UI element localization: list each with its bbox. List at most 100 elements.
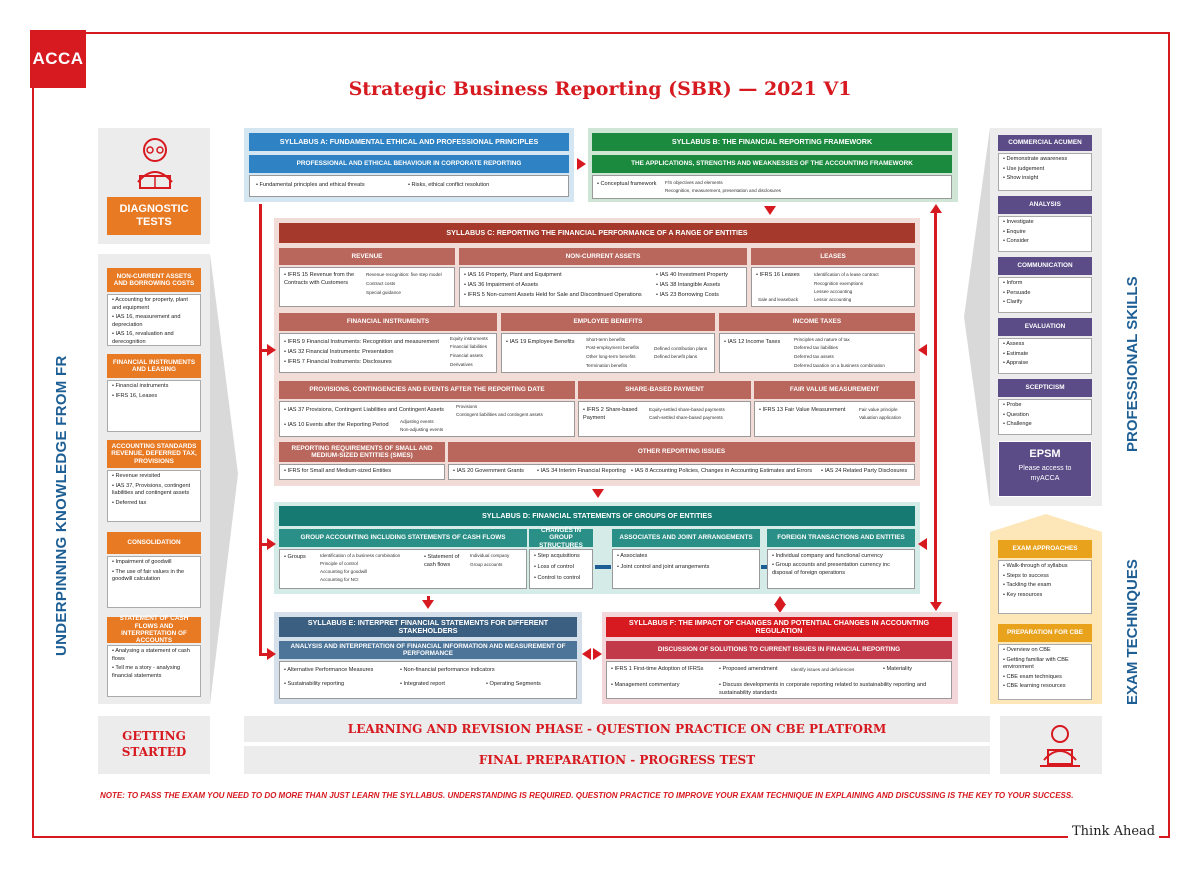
syllabus-e-sub: ANALYSIS AND INTERPRETATION OF FINANCIAL… <box>279 641 577 659</box>
topic-item: IFRS 9 Financial Instruments: Recognitio… <box>284 339 439 347</box>
sub-item: Sale and leaseback <box>758 297 799 302</box>
arrow-down-icon <box>592 489 604 498</box>
left-item: Deferred tax <box>112 500 196 508</box>
eb-title: EMPLOYEE BENEFITS <box>501 313 715 331</box>
topic-item: IFRS for Small and Medium-sized Entities <box>284 468 392 476</box>
syllabus-f-box: IFRS 1 First-time Adoption of IFRSs Prop… <box>606 661 952 699</box>
skill-item: Persuade <box>1003 290 1087 298</box>
topic-item: Materiality <box>883 666 913 674</box>
exam-title-1: PREPARATION FOR CBE <box>998 624 1092 642</box>
topic-item: IAS 20 Government Grants <box>453 468 524 476</box>
acca-logo: ACCA <box>30 30 86 88</box>
sbp-title: SHARE-BASED PAYMENT <box>578 381 751 399</box>
tax-box: IAS 12 Income Taxes Principles and natur… <box>719 333 915 373</box>
prov-title: PROVISIONS, CONTINGENCIES AND EVENTS AFT… <box>279 381 575 399</box>
syllabus-c-title: SYLLABUS C: REPORTING THE FINANCIAL PERF… <box>279 223 915 243</box>
skill-item: Consider <box>1003 238 1087 246</box>
exam-taper <box>990 514 1102 532</box>
sidebar-taper <box>210 254 238 704</box>
topic-item: IAS 32 Financial Instruments: Presentati… <box>284 349 394 357</box>
epsm-button[interactable]: EPSM Please access to myACCA <box>998 441 1092 497</box>
skill-list-1: Investigate EnquireConsider <box>998 216 1092 252</box>
exam-item: CBE learning resources <box>1003 683 1087 691</box>
topic-item: IFRS 16 Leases <box>756 272 800 280</box>
exam-techniques-label: EXAM TECHNIQUES <box>1124 559 1141 705</box>
skill-list-0: Demonstrate awareness Use judgementShow i… <box>998 153 1092 191</box>
topic-item: Groups <box>284 554 306 562</box>
flow-line <box>259 349 269 352</box>
sub-item: Lessor accounting <box>814 297 852 302</box>
topic-item: Loss of control <box>534 564 574 572</box>
skill-item: Demonstrate awareness <box>1003 156 1087 164</box>
exam-item: Overview on CBE <box>1003 647 1087 655</box>
sbp-box: IFRS 2 Share-based Payment Equity-settle… <box>578 401 751 437</box>
arrow-up-icon <box>930 204 942 213</box>
syllabus-f-title: SYLLABUS F: THE IMPACT OF CHANGES AND PO… <box>606 617 952 637</box>
skill-item: Assess <box>1003 341 1087 349</box>
sub-item: Equity instruments <box>450 336 488 341</box>
arrow-right-icon <box>577 158 586 170</box>
topic-item: IAS 34 Interim Financial Reporting <box>537 468 626 476</box>
connector <box>595 565 611 569</box>
sub-item: Accounting for goodwill <box>320 569 368 574</box>
revenue-box: IFRS 15 Revenue from the Contracts with … <box>279 267 455 307</box>
d-foreign-box: Individual company and functional curren… <box>767 549 915 589</box>
sub-item: Defined benefit plans <box>654 354 698 359</box>
flow-line-left <box>259 204 262 654</box>
sub-item: Recognition exemptions <box>814 281 864 286</box>
topic-item: Joint control and joint arrangements <box>617 564 710 572</box>
phase-learning: LEARNING AND REVISION PHASE - QUESTION P… <box>244 716 990 742</box>
topic-item: Non-financial performance indicators <box>400 667 495 675</box>
sub-item: Other long-term benefits <box>586 354 636 359</box>
d-changes-title: CHANGES IN GROUP STRUCTURES <box>529 527 593 549</box>
arrow-left-icon <box>918 538 927 550</box>
nca-box: IAS 16 Property, Plant and Equipment IAS… <box>459 267 747 307</box>
syllabus-e-title: SYLLABUS E: INTERPRET FINANCIAL STATEMEN… <box>279 617 577 637</box>
arrow-right-icon <box>593 648 602 660</box>
fv-title: FAIR VALUE MEASUREMENT <box>754 381 915 399</box>
arrow-left-icon <box>582 648 591 660</box>
sub-item: Contingent liabilities and contingent as… <box>456 412 543 417</box>
skill-item: Inform <box>1003 280 1087 288</box>
topic-item: IAS 16 Property, Plant and Equipment <box>464 272 562 280</box>
underpinning-label: UNDERPINNING KNOWLEDGE FROM FR <box>53 355 70 656</box>
arrow-up-icon <box>774 596 786 605</box>
sub-item: Provisions <box>456 404 478 409</box>
left-group-list-0: Accounting for property, plant and equip… <box>107 294 201 346</box>
topic-item: IAS 24 Related Party Disclosures <box>821 468 908 476</box>
exam-item: Key resources <box>1003 592 1087 600</box>
left-item: Impairment of goodwill <box>112 559 196 567</box>
left-group-title-2: ACCOUNTING STANDARDS REVENUE, DEFERRED T… <box>107 440 201 468</box>
prov-box: IAS 37 Provisions, Contingent Liabilitie… <box>279 401 575 437</box>
sub-item: Non-adjusting events <box>400 427 444 432</box>
arrow-down-icon <box>930 602 942 611</box>
left-item: Tell me a story - analysing financial st… <box>112 665 196 680</box>
topic-item: Operating Segments <box>486 681 541 689</box>
topic-item: IFRS 1 First-time Adoption of IFRSs <box>611 666 704 674</box>
skill-item: Probe <box>1003 402 1087 410</box>
flow-line-right <box>934 212 937 606</box>
exam-item: Walk-through of syllabus <box>1003 563 1087 571</box>
topic-item: IFRS 13 Fair Value Measurement <box>759 407 846 415</box>
syllabus-a-title: SYLLABUS A: FUNDAMENTAL ETHICAL AND PROF… <box>249 133 569 151</box>
topic-item: IAS 10 Events after the Reporting Period <box>284 422 389 430</box>
nca-title: NON-CURRENT ASSETS <box>459 248 747 265</box>
skill-item: Investigate <box>1003 219 1087 227</box>
left-item: IAS 16, revaluation and derecognition <box>112 331 196 346</box>
syllabus-e-box: Alternative Performance Measures Non-fin… <box>279 661 577 699</box>
other-title: OTHER REPORTING ISSUES <box>448 442 915 462</box>
sub-item: Recognition, measurement, presentation a… <box>665 188 781 193</box>
topic-item: IFRS 2 Share-based Payment <box>583 407 643 422</box>
exam-item: Getting familiar with CBE environment <box>1003 657 1087 672</box>
leases-box: IFRS 16 Leases Identification of a lease… <box>751 267 915 307</box>
sub-item: Accounting for NCI <box>320 577 359 582</box>
diagnostic-tests-button[interactable]: DIAGNOSTIC TESTS <box>107 197 201 235</box>
sub-item: Group accounts <box>470 562 503 567</box>
connector <box>761 565 767 569</box>
student-reading-icon <box>137 138 173 189</box>
syllabus-b-box: Conceptual framework F/S objectives and … <box>592 175 952 199</box>
sme-box: IFRS for Small and Medium-sized Entities <box>279 464 445 480</box>
topic-item: IAS 38 Intangible Assets <box>656 282 721 290</box>
d-associates-box: Associates Joint control and joint arran… <box>612 549 760 589</box>
left-item: IFRS 16, Leases <box>112 393 196 401</box>
